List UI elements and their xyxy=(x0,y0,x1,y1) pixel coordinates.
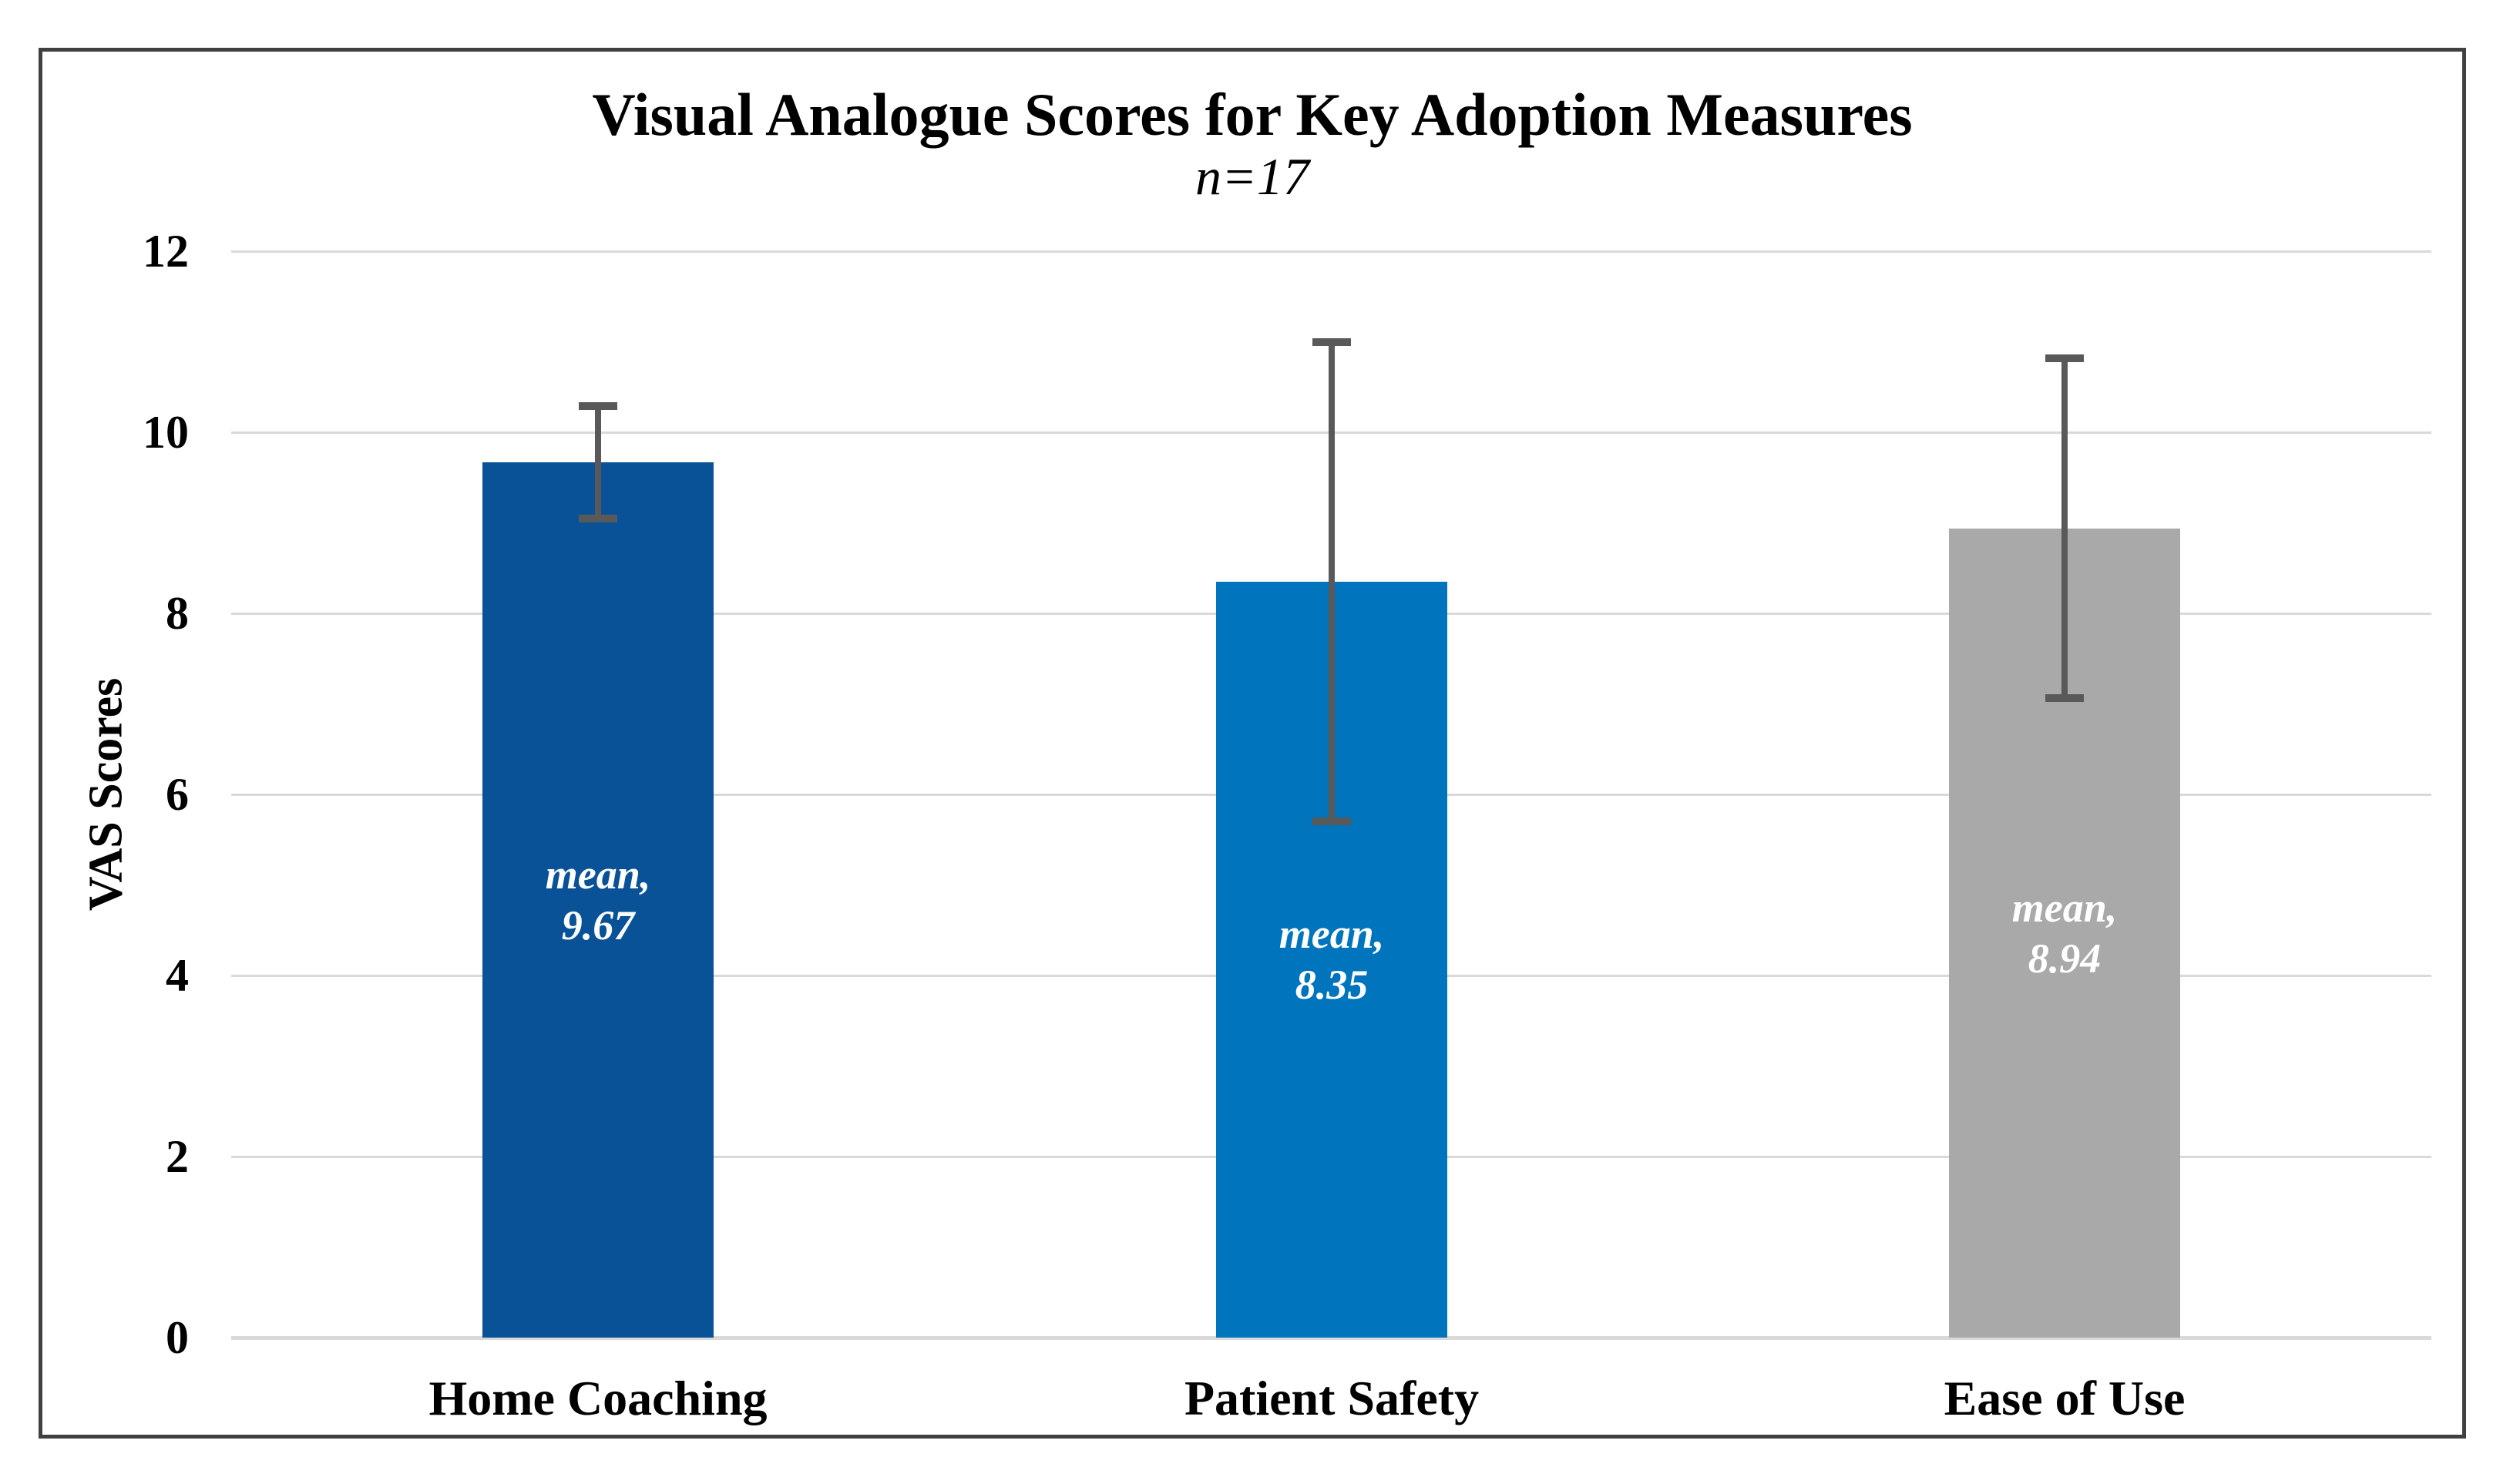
error-bar-whisker xyxy=(595,406,601,519)
bar-data-label-line: mean, xyxy=(1279,911,1385,957)
y-tick-label: 12 xyxy=(143,226,189,277)
bar-data-label: mean, 8.94 xyxy=(2012,882,2118,984)
error-bar-cap-bottom xyxy=(579,515,617,522)
error-bar-whisker xyxy=(1329,342,1335,822)
error-bar-cap-top xyxy=(579,402,617,410)
y-tick-label: 10 xyxy=(143,407,189,458)
error-bar-whisker xyxy=(2061,358,2068,699)
bar-data-label: mean, 9.67 xyxy=(546,849,651,951)
bar-data-label: mean, 8.35 xyxy=(1279,908,1385,1010)
error-bar-cap-bottom xyxy=(1312,818,1351,825)
chart-subtitle: n=17 xyxy=(1195,147,1309,206)
bar-home-coaching xyxy=(482,462,714,1338)
bar-data-label-line: 9.67 xyxy=(561,902,635,948)
bar-data-label-line: mean, xyxy=(545,851,651,898)
bar-data-label-line: 8.35 xyxy=(1295,962,1369,1008)
x-category-label: Home Coaching xyxy=(428,1371,768,1425)
y-tick-label: 0 xyxy=(166,1312,189,1363)
chart-title: Visual Analogue Scores for Key Adoption … xyxy=(592,81,1913,148)
x-category-label: Patient Safety xyxy=(1184,1371,1480,1425)
y-tick-label: 8 xyxy=(166,588,189,639)
x-axis-baseline xyxy=(231,1336,2431,1340)
y-tick-label: 4 xyxy=(166,950,189,1001)
y-tick-label: 2 xyxy=(166,1131,189,1182)
gridline xyxy=(231,250,2431,253)
y-tick-label: 6 xyxy=(166,769,189,820)
x-category-label: Ease of Use xyxy=(1944,1371,2186,1425)
error-bar-cap-bottom xyxy=(2045,694,2084,702)
error-bar-cap-top xyxy=(1312,338,1351,346)
bar-data-label-line: mean, xyxy=(2011,885,2118,931)
bar-data-label-line: 8.94 xyxy=(2028,935,2102,982)
error-bar-cap-top xyxy=(2045,354,2084,362)
